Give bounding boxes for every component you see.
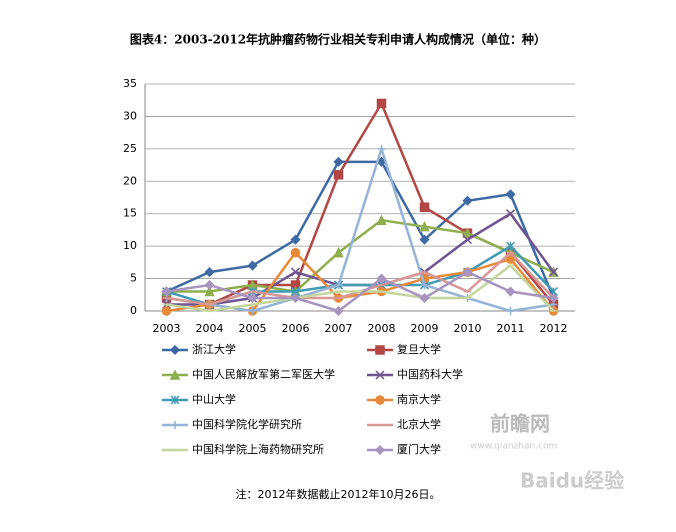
marker	[248, 307, 257, 315]
marker	[462, 227, 473, 238]
legend-marker	[374, 444, 386, 456]
marker	[333, 156, 344, 167]
y-tick-label: 0	[130, 304, 137, 317]
x-tick-label: 2004	[196, 322, 224, 335]
marker	[505, 286, 516, 297]
marker	[290, 292, 301, 304]
legend-label: 中国人民解放军第二军医大学	[192, 367, 335, 381]
legend-label: 南京大学	[397, 392, 441, 406]
marker	[204, 267, 215, 278]
marker	[334, 281, 343, 290]
legend-marker	[169, 344, 181, 356]
watermark: www.qianzhan.com	[470, 442, 557, 452]
legend-label: 北京大学	[397, 417, 441, 431]
marker	[505, 241, 516, 251]
series-line	[166, 270, 554, 313]
marker	[462, 267, 473, 278]
marker	[419, 221, 430, 232]
marker	[376, 98, 387, 109]
x-tick-label: 2011	[497, 322, 525, 335]
legend-label: 浙江大学	[192, 342, 236, 356]
series-line	[166, 218, 555, 293]
x-tick-label: 2005	[239, 322, 267, 335]
marker	[247, 292, 258, 304]
marker	[376, 214, 387, 225]
x-tick-label: 2003	[153, 322, 181, 335]
marker	[505, 189, 516, 200]
marker	[505, 209, 516, 219]
marker	[377, 144, 386, 153]
legend-label: 中国科学院化学研究所	[192, 417, 302, 431]
series-line	[165, 160, 555, 299]
marker	[420, 281, 429, 290]
marker	[419, 202, 430, 212]
series-line	[166, 100, 555, 306]
x-tick-label: 2007	[325, 322, 353, 335]
legend-label: 厦门大学	[397, 442, 441, 456]
marker	[333, 246, 344, 258]
marker	[462, 235, 473, 245]
watermark: Baidu经验	[520, 469, 624, 493]
marker	[333, 170, 344, 180]
marker	[290, 267, 301, 277]
legend-label: 中国药科大学	[397, 367, 463, 381]
x-tick-label: 2009	[411, 322, 439, 335]
x-tick-label: 2010	[454, 322, 482, 335]
marker	[462, 195, 473, 206]
legend-marker	[375, 345, 385, 355]
y-tick-label: 5	[130, 272, 137, 285]
y-tick-label: 25	[123, 142, 137, 155]
marker	[506, 307, 515, 315]
marker	[333, 305, 344, 317]
legend-marker	[170, 395, 180, 405]
y-tick-label: 20	[123, 174, 137, 187]
legend-label: 复旦大学	[397, 342, 441, 356]
x-tick-label: 2008	[368, 322, 396, 335]
x-tick-label: 2012	[540, 322, 568, 335]
legend-label: 中山大学	[192, 392, 236, 406]
marker	[290, 247, 301, 258]
marker	[419, 292, 430, 304]
series-line	[166, 144, 554, 313]
marker	[161, 306, 172, 316]
legend-marker	[375, 370, 385, 380]
legend-label: 中国科学院上海药物研究所	[192, 442, 324, 456]
x-tick-label: 2006	[282, 322, 310, 335]
marker	[505, 254, 516, 264]
marker	[376, 273, 387, 284]
marker	[548, 267, 559, 277]
watermark: 前瞻网	[490, 412, 550, 436]
marker	[161, 286, 172, 297]
marker	[247, 260, 258, 271]
chart-title: 图表4：2003-2012年抗肿瘤药物行业相关专利申请人构成情况（单位：种）	[130, 32, 546, 47]
marker	[548, 292, 559, 304]
y-tick-label: 15	[123, 207, 137, 220]
legend-marker	[375, 395, 385, 405]
y-tick-label: 30	[123, 109, 137, 122]
note: 注：2012年数据截止2012年10月26日。	[236, 487, 441, 501]
legend-marker	[171, 421, 179, 429]
marker	[419, 234, 430, 245]
y-tick-label: 10	[123, 239, 137, 252]
legend-marker	[169, 369, 181, 380]
y-tick-label: 35	[123, 77, 137, 90]
marker	[204, 285, 215, 297]
marker	[204, 279, 215, 291]
marker	[290, 234, 301, 245]
